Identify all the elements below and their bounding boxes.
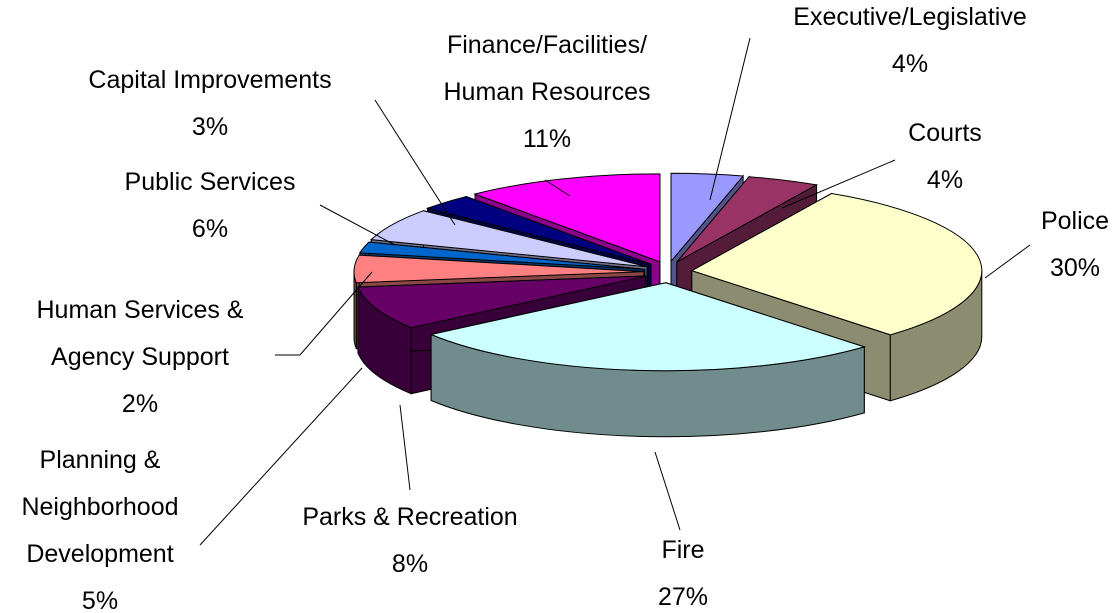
slice-top bbox=[353, 254, 645, 284]
slice-top bbox=[429, 282, 866, 372]
slice-top bbox=[676, 176, 819, 263]
leader-line bbox=[781, 159, 896, 209]
value-label: 6% bbox=[191, 215, 229, 243]
slice-label: Capital Improvements 3% bbox=[50, 57, 370, 151]
slice-label: Parks & Recreation 8% bbox=[260, 494, 560, 588]
slice-label: Planning & Neighborhood Development 5% bbox=[0, 437, 200, 613]
leader-line bbox=[544, 179, 571, 197]
slice-top bbox=[690, 193, 983, 336]
leader-line bbox=[374, 99, 456, 226]
slice-top bbox=[370, 210, 648, 268]
category-label: Planning & Neighborhood Development bbox=[21, 446, 179, 568]
category-label: Courts bbox=[908, 119, 982, 147]
slice-outer-side bbox=[353, 271, 357, 349]
slice-label: Police 30% bbox=[1025, 198, 1118, 292]
leader-line bbox=[984, 244, 1031, 279]
slice-top bbox=[359, 241, 645, 270]
slice-label: Courts 4% bbox=[885, 110, 1005, 204]
slice-top bbox=[670, 172, 745, 263]
leader-line bbox=[319, 204, 396, 246]
leader-line bbox=[399, 404, 411, 491]
slice-label: Executive/Legislative 4% bbox=[750, 0, 1070, 88]
value-label: 8% bbox=[391, 550, 429, 578]
category-label: Police bbox=[1040, 207, 1110, 235]
value-label: 4% bbox=[926, 166, 964, 194]
leader-line bbox=[275, 271, 373, 356]
value-label: 4% bbox=[891, 50, 929, 78]
slice-label: Fire 27% bbox=[633, 527, 733, 613]
category-label: Parks & Recreation bbox=[302, 503, 518, 531]
category-label: Public Services bbox=[124, 168, 296, 196]
category-label: Fire bbox=[661, 536, 705, 564]
category-label: Finance/Facilities/ Human Resources bbox=[443, 31, 651, 106]
leader-line bbox=[199, 367, 363, 546]
slice-label: Finance/Facilities/ Human Resources 11% bbox=[407, 22, 687, 163]
category-label: Executive/Legislative bbox=[793, 3, 1027, 31]
slice-top bbox=[357, 275, 646, 329]
slice-label: Human Services & Agency Support 2% bbox=[3, 287, 278, 428]
value-label: 30% bbox=[1049, 254, 1101, 282]
category-label: Capital Improvements bbox=[88, 66, 332, 94]
slice-top bbox=[425, 196, 652, 265]
leader-line bbox=[709, 37, 751, 201]
slice bbox=[429, 282, 866, 438]
value-label: 11% bbox=[522, 125, 572, 153]
value-label: 3% bbox=[191, 113, 229, 141]
category-label: Human Services & Agency Support bbox=[36, 296, 244, 371]
value-label: 27% bbox=[657, 583, 709, 611]
value-label: 2% bbox=[121, 390, 159, 418]
slice-top bbox=[473, 173, 661, 263]
value-label: 5% bbox=[81, 587, 119, 613]
slice-label: Public Services 6% bbox=[70, 159, 350, 253]
leader-line bbox=[654, 451, 681, 531]
